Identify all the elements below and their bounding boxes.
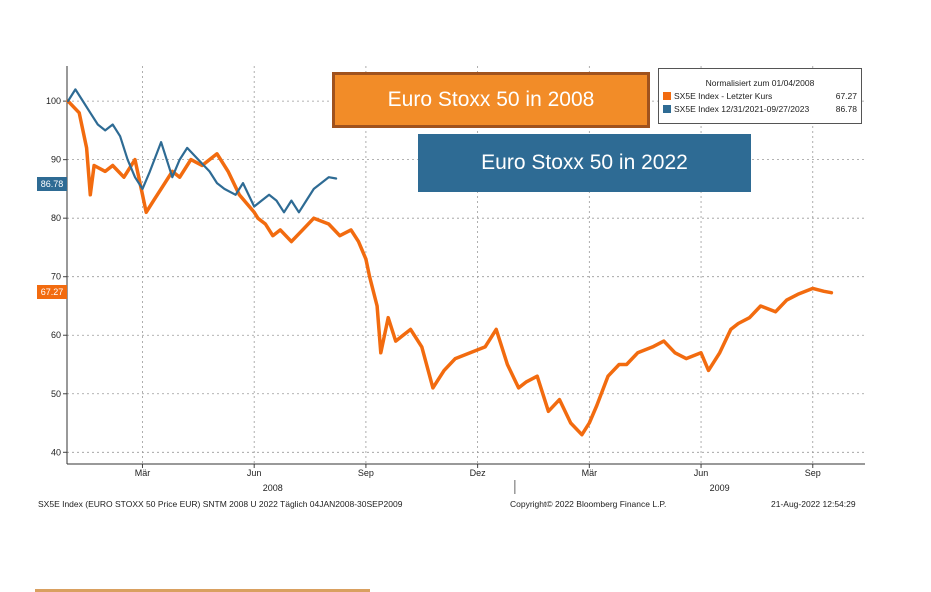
legend-swatch-blue <box>663 105 671 113</box>
footer-center: Copyright© 2022 Bloomberg Finance L.P. <box>510 499 667 509</box>
legend: Normalisiert zum 01/04/2008 SX5E Index -… <box>658 68 862 124</box>
y-tick-label: 50 <box>51 389 61 399</box>
y-tick-label: 100 <box>46 96 61 106</box>
legend-label: SX5E Index - Letzter Kurs <box>674 91 773 101</box>
x-tick-label: Jun <box>247 468 262 478</box>
y-tick-label: 40 <box>51 447 61 457</box>
series-lines <box>66 88 834 437</box>
tick-labels: 40 50 60 70 80 90 100 Mär Jun Sep Dez Mär Jun Sep 2008… <box>46 96 821 493</box>
x-tick-label: Mär <box>135 468 151 478</box>
y-tick-label: 60 <box>51 330 61 340</box>
annotation-2008-box: Euro Stoxx 50 in 2008 <box>332 72 650 128</box>
last-value-tag-orange: 67.27 <box>37 285 67 299</box>
axes <box>63 66 865 494</box>
footer-left: SX5E Index (EURO STOXX 50 Price EUR) SNT… <box>38 499 403 509</box>
y-tick-label: 70 <box>51 272 61 282</box>
legend-entry-blue: SX5E Index 12/31/2021-09/27/2023 86.78 <box>663 104 861 114</box>
last-value-tag-blue: 86.78 <box>37 177 67 191</box>
legend-label: SX5E Index 12/31/2021-09/27/2023 <box>674 104 810 114</box>
x-tick-label: Dez <box>470 468 487 478</box>
x-tick-label: Sep <box>358 468 374 478</box>
series-line-2022 <box>66 88 338 214</box>
legend-value: 67.27 <box>835 91 857 101</box>
y-tick-label: 90 <box>51 155 61 165</box>
x-year-label: 2009 <box>710 483 730 493</box>
legend-value: 86.78 <box>835 104 857 114</box>
x-year-label: 2008 <box>263 483 283 493</box>
footer-right: 21-Aug-2022 12:54:29 <box>771 499 856 509</box>
legend-entry-orange: SX5E Index - Letzter Kurs 67.27 <box>663 91 861 101</box>
legend-swatch-orange <box>663 92 671 100</box>
x-tick-label: Mär <box>582 468 598 478</box>
legend-title: Normalisiert zum 01/04/2008 <box>705 78 815 88</box>
x-tick-label: Sep <box>805 468 821 478</box>
x-tick-label: Jun <box>694 468 709 478</box>
y-tick-label: 80 <box>51 213 61 223</box>
annotation-2022-box: Euro Stoxx 50 in 2022 <box>418 134 751 192</box>
bottom-decor-bar <box>35 589 370 592</box>
